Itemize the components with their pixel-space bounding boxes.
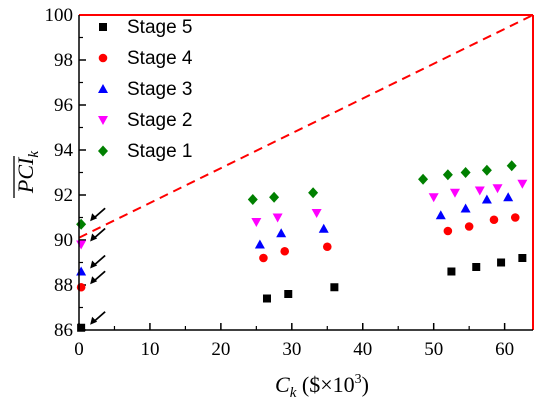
data-point-stage-1 xyxy=(269,191,280,203)
data-point-stage-1 xyxy=(481,164,492,176)
legend-label: Stage 5 xyxy=(127,17,193,38)
legend-item: Stage 4 xyxy=(98,48,193,69)
y-tick-label: 88 xyxy=(54,275,73,296)
data-point-stage-2 xyxy=(517,179,528,189)
data-point-stage-4 xyxy=(510,213,520,222)
data-point-stage-5 xyxy=(447,267,456,276)
data-point-stage-1 xyxy=(506,160,517,172)
data-point-stage-2 xyxy=(449,188,460,198)
data-point-stage-2 xyxy=(311,209,322,218)
data-point-stage-3 xyxy=(318,223,329,233)
legend: Stage 5 Stage 4 Stage 3 Stage 2 Stage 1 xyxy=(98,17,193,162)
x-tick-label: 30 xyxy=(282,339,301,360)
legend-marker xyxy=(99,23,107,31)
y-tick-label: 98 xyxy=(54,50,73,71)
legend-label: Stage 4 xyxy=(127,48,193,69)
data-point-stage-2 xyxy=(272,213,283,223)
y-tick-label: 100 xyxy=(45,5,74,26)
data-point-stage-3 xyxy=(276,228,287,238)
data-point-stage-3 xyxy=(435,210,446,220)
y-tick-label: 92 xyxy=(54,185,73,206)
reference-dashed-line xyxy=(78,14,534,239)
x-tick-label: 0 xyxy=(74,339,84,360)
x-axis-title: Ck ($×103) xyxy=(275,372,369,401)
data-point-stage-5 xyxy=(262,294,271,303)
x-tick-label: 20 xyxy=(211,339,230,360)
plot-frame xyxy=(78,14,534,331)
data-point-stage-5 xyxy=(497,258,506,267)
data-point-stage-2 xyxy=(492,184,503,194)
data-point-stage-2 xyxy=(474,186,485,196)
x-tick-label: 40 xyxy=(353,339,372,360)
y-tick-label: 86 xyxy=(54,320,73,341)
arrow-annotations xyxy=(90,207,106,325)
y-tick-label: 96 xyxy=(54,95,73,116)
data-point-stage-5 xyxy=(518,254,527,262)
arrow-annotation xyxy=(90,254,106,269)
y-axis-ticks: 86 88 90 92 94 96 98 100 xyxy=(45,5,86,341)
data-point-stage-3 xyxy=(254,239,265,249)
data-point-stage-4 xyxy=(464,222,474,231)
data-point-stage-3 xyxy=(76,266,87,276)
data-point-stage-1 xyxy=(442,169,453,181)
y-tick-label: 94 xyxy=(54,140,74,161)
data-point-stage-4 xyxy=(76,282,86,292)
legend-marker xyxy=(98,145,108,157)
data-point-stage-5 xyxy=(77,323,86,332)
data-point-stage-5 xyxy=(284,290,293,298)
data-point-stage-3 xyxy=(481,194,492,204)
arrow-annotation xyxy=(90,270,106,285)
legend-item: Stage 3 xyxy=(98,79,193,100)
data-point-stage-1 xyxy=(308,187,319,199)
data-point-stage-2 xyxy=(251,218,262,227)
x-axis-ticks: 0 10 20 30 40 50 60 xyxy=(74,323,514,360)
data-point-stage-4 xyxy=(259,253,268,263)
data-point-stage-4 xyxy=(443,226,453,236)
data-points xyxy=(76,160,528,332)
x-tick-label: 10 xyxy=(140,339,159,360)
data-point-stage-4 xyxy=(322,242,332,252)
x-tick-label: 50 xyxy=(424,339,443,360)
data-point-stage-2 xyxy=(428,193,439,203)
arrow-annotation xyxy=(90,207,106,222)
legend-label: Stage 3 xyxy=(127,79,193,100)
data-point-stage-5 xyxy=(472,263,481,271)
legend-marker xyxy=(98,116,108,125)
legend-item: Stage 5 xyxy=(99,17,193,38)
data-point-stage-1 xyxy=(418,173,429,185)
data-point-stage-4 xyxy=(489,215,499,225)
legend-label: Stage 1 xyxy=(127,141,193,162)
legend-label: Stage 2 xyxy=(127,110,193,131)
legend-item: Stage 1 xyxy=(98,141,193,162)
arrow-annotation xyxy=(90,227,106,242)
data-point-stage-3 xyxy=(503,192,514,202)
x-tick-label: 60 xyxy=(495,339,514,360)
data-point-stage-2 xyxy=(76,240,87,250)
legend-marker xyxy=(98,53,108,63)
data-point-stage-4 xyxy=(280,246,290,256)
arrow-annotation xyxy=(90,311,106,325)
y-tick-label: 90 xyxy=(54,230,73,251)
legend-item: Stage 2 xyxy=(98,110,193,131)
reference-line-layer xyxy=(78,14,534,239)
legend-marker xyxy=(98,84,108,93)
data-point-stage-5 xyxy=(330,283,339,292)
data-point-stage-1 xyxy=(460,167,471,178)
data-point-stage-1 xyxy=(247,194,258,205)
data-point-stage-3 xyxy=(460,203,471,213)
y-axis-title: PCIk xyxy=(13,151,42,194)
data-point-stage-1 xyxy=(76,218,87,230)
